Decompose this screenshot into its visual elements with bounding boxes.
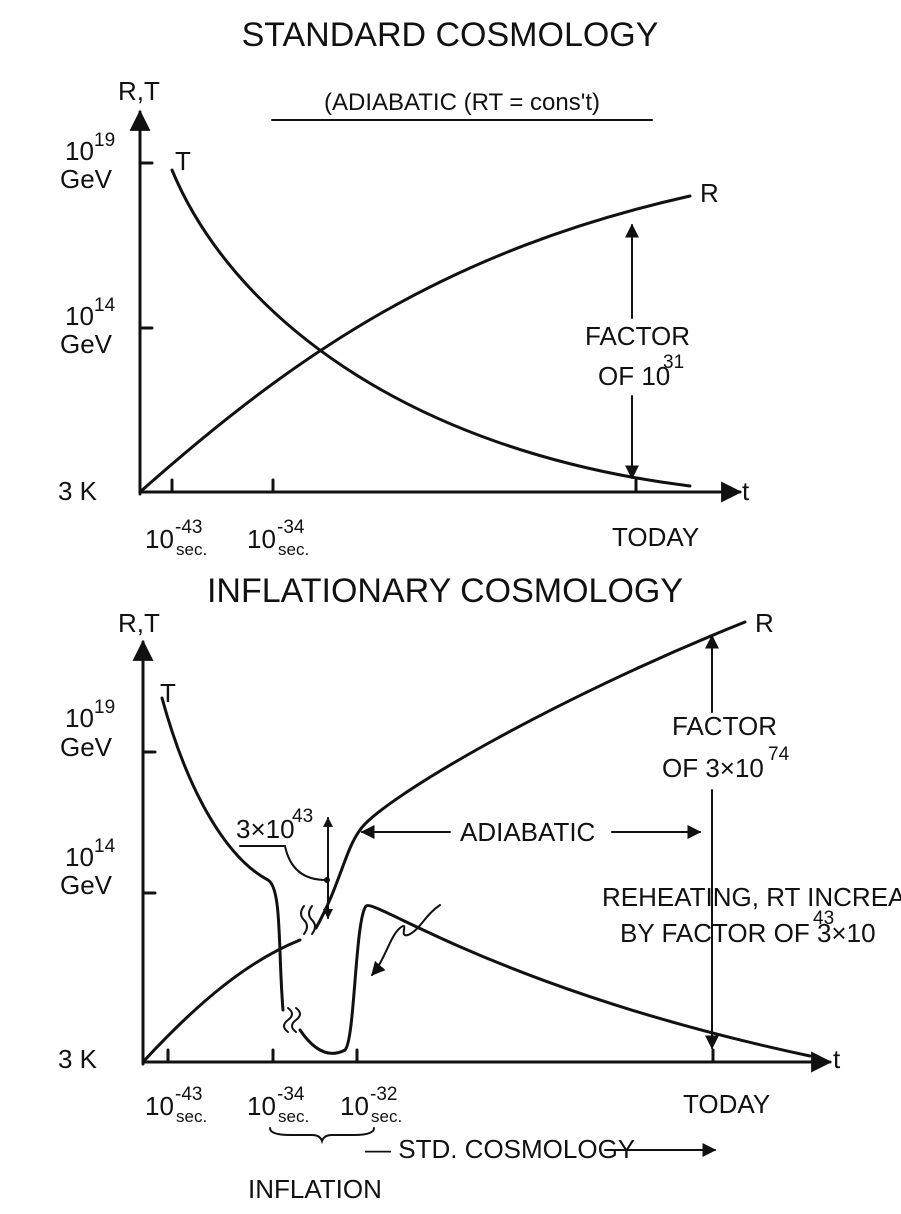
x-label-unit: sec. xyxy=(371,1107,402,1126)
factor-exp: 74 xyxy=(768,744,790,765)
t-curve xyxy=(160,696,285,1012)
x-label-unit: sec. xyxy=(176,1107,207,1126)
x-label: TODAY xyxy=(612,522,699,552)
r-curve xyxy=(141,938,302,1064)
y-label-exp: 19 xyxy=(94,130,115,151)
y-label: 10 xyxy=(65,842,94,872)
inflation-label: INFLATION xyxy=(248,1174,382,1204)
r-curve xyxy=(314,620,747,930)
r-curve xyxy=(138,194,692,494)
curve-label: R xyxy=(755,608,774,638)
y-label-unit: GeV xyxy=(60,732,113,762)
std-label: — STD. COSMOLOGY xyxy=(365,1134,635,1164)
y-label-unit: GeV xyxy=(60,164,113,194)
reheating-arrow xyxy=(371,904,441,977)
x-label-exp: -34 xyxy=(277,517,305,538)
x-label-unit: sec. xyxy=(176,540,207,559)
y-axis-label: R,T xyxy=(118,76,160,106)
x-label-exp: -43 xyxy=(175,1084,202,1105)
x-label: TODAY xyxy=(683,1089,770,1119)
factor-exp: 31 xyxy=(663,352,684,373)
curve-label: R xyxy=(700,178,719,208)
x-label: 10 xyxy=(145,1091,174,1121)
factor-label: OF 10 xyxy=(598,361,670,391)
brace xyxy=(269,1127,375,1145)
leader xyxy=(284,845,327,881)
factor-label: OF 3×10 xyxy=(662,753,764,783)
factor-label: FACTOR xyxy=(672,711,777,741)
y-label: 10 xyxy=(65,301,94,331)
reheating-exp: 43 xyxy=(813,908,834,929)
y-label-exp: 14 xyxy=(94,836,116,857)
y-label-exp: 14 xyxy=(94,295,116,316)
y-label: 10 xyxy=(65,703,94,733)
break-mark xyxy=(283,1007,301,1033)
x-label: 10 xyxy=(145,524,174,554)
y-axis-label: R,T xyxy=(118,608,160,638)
drop-label: 3×10 xyxy=(236,814,295,844)
curve-label: T xyxy=(160,678,176,708)
subtitle: (ADIABATIC (RT = cons't) xyxy=(324,89,600,116)
title: INFLATIONARY COSMOLOGY xyxy=(207,572,683,610)
title: STANDARD COSMOLOGY xyxy=(242,16,659,54)
y-label-unit: GeV xyxy=(60,870,113,900)
x-label-unit: sec. xyxy=(278,1107,309,1126)
dot xyxy=(324,877,330,883)
drop-exp: 43 xyxy=(292,806,313,827)
adiabatic-label: ADIABATIC xyxy=(460,817,595,847)
x-label: 10 xyxy=(340,1091,369,1121)
x-label: 10 xyxy=(247,1091,276,1121)
break-mark xyxy=(300,905,316,935)
reheating-label: REHEATING, RT INCREASES xyxy=(602,882,901,912)
y-label: 10 xyxy=(65,136,94,166)
t-curve xyxy=(298,904,812,1058)
t-curve xyxy=(170,168,692,488)
x-label-exp: -43 xyxy=(175,517,202,538)
reheating-label: BY FACTOR OF 3×10 xyxy=(620,918,876,948)
y-label: 3 K xyxy=(58,1044,98,1074)
factor-label: FACTOR xyxy=(585,321,690,351)
x-label-exp: -32 xyxy=(370,1084,397,1105)
y-label: 3 K xyxy=(58,476,98,506)
x-axis-label: t xyxy=(833,1044,841,1074)
curve-label: T xyxy=(175,146,191,176)
x-label-exp: -34 xyxy=(277,1084,305,1105)
y-label-unit: GeV xyxy=(60,329,113,359)
x-label: 10 xyxy=(247,524,276,554)
x-axis-label: t xyxy=(742,476,750,506)
x-label-unit: sec. xyxy=(278,540,309,559)
y-label-exp: 19 xyxy=(94,697,115,718)
